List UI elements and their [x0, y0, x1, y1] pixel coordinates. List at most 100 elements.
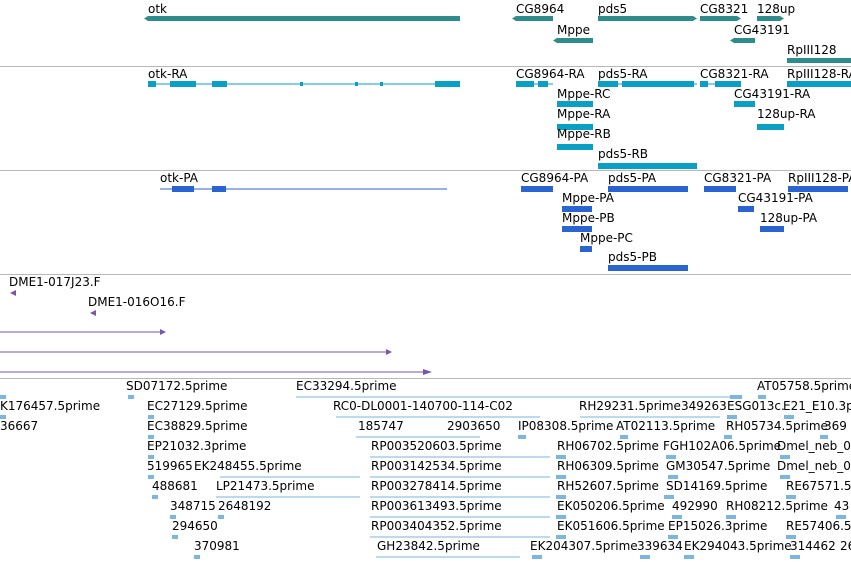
est-label: RH08212.5prime	[726, 499, 828, 513]
est-label: K176457.5prime	[0, 399, 101, 413]
gene-label: RpIII128	[787, 43, 837, 57]
est-label: 43	[834, 499, 850, 513]
est-label: GM30547.5prime	[666, 459, 771, 473]
est-label: 2648192	[218, 499, 272, 513]
clone-marker	[90, 310, 96, 316]
est-label: EP21032.3prime	[147, 439, 247, 453]
transcript-track[interactable]: otk-RA CG8964-RA pds5-RA CG8321-RA RpIII…	[0, 67, 851, 170]
est-label: 294650	[172, 519, 218, 533]
transcript-label: 128up-RA	[757, 107, 816, 121]
protein-label: Mppe-PB	[562, 211, 615, 225]
gene-128up	[757, 16, 784, 21]
clone-label: DME1-017J23.F	[9, 275, 101, 289]
est-label: 185747	[358, 419, 404, 433]
est-label: AT02113.5prime	[616, 419, 716, 433]
gene-rpiii128	[787, 58, 851, 63]
transcript-label: otk-RA	[148, 67, 188, 81]
protein-track[interactable]: otk-PA CG8964-PA pds5-PA CG8321-PA RpIII…	[0, 171, 851, 274]
est-label: ESG013c.	[727, 399, 785, 413]
est-label: 36667	[0, 419, 39, 433]
est-label: 348715	[170, 499, 216, 513]
est-label: EC33294.5prime	[296, 379, 397, 393]
est-track[interactable]: SD07172.5prime EC33294.5prime AT05758.5p…	[0, 379, 851, 562]
est-label: 339634	[637, 539, 683, 553]
clone-track[interactable]: DME1-017J23.F DME1-016O16.F	[0, 275, 851, 378]
transcript-label: Mppe-RA	[557, 107, 611, 121]
protein-label: 128up-PA	[760, 211, 818, 225]
protein-label: Mppe-PC	[580, 231, 633, 245]
protein-label: Mppe-PA	[562, 191, 614, 205]
est-label: RP003278414.5prime	[371, 479, 502, 493]
est-label: 26	[840, 539, 851, 553]
transcript-label: pds5-RB	[598, 147, 649, 161]
est-label: RC0-DL0001-140700-114-C02	[333, 399, 513, 413]
est-label: E21_E10.3p	[783, 399, 851, 413]
transcript-label: pds5-RA	[598, 67, 648, 81]
est-label: EK204307.5prime	[530, 539, 638, 553]
est-label: EP15026.3prime	[668, 519, 768, 533]
est-label: 492990	[672, 499, 718, 513]
gene-label: Mppe	[557, 23, 590, 37]
transcript-label: Mppe-RC	[557, 87, 611, 101]
est-label: 370981	[194, 539, 240, 553]
est-label: Dmel_neb_0	[777, 439, 851, 453]
gene-cg43191	[730, 38, 755, 43]
protein-label: RpIII128-PA	[788, 171, 851, 185]
est-label: 2903650	[447, 419, 501, 433]
est-label: SD14169.5prime	[666, 479, 768, 493]
est-label: RP003613493.5prime	[371, 499, 502, 513]
est-label: AT05758.5prime	[757, 379, 851, 393]
track-separator-1	[0, 66, 851, 67]
est-label: 519965	[147, 459, 193, 473]
est-label: EK050206.5prime	[557, 499, 665, 513]
transcript-label: CG8964-RA	[516, 67, 585, 81]
protein-label: otk-PA	[160, 171, 199, 185]
est-label: RP003404352.5prime	[371, 519, 502, 533]
gene-track[interactable]: otk CG8964 pds5 CG8321 128up Mppe CG4319…	[0, 0, 851, 66]
gene-label: pds5	[598, 2, 628, 16]
est-label: 349263	[681, 399, 727, 413]
protein-label: pds5-PA	[608, 171, 657, 185]
protein-label: pds5-PB	[608, 250, 657, 264]
gene-label: CG8321	[700, 2, 749, 16]
est-label: 488681	[152, 479, 198, 493]
est-label: FGH102A06.5prime	[663, 439, 782, 453]
est-label: RH52607.5prime	[557, 479, 659, 493]
est-label: RP003142534.5prime	[371, 459, 502, 473]
est-label: 314462	[790, 539, 836, 553]
gene-label: otk	[148, 2, 167, 16]
protein-label: CG43191-PA	[738, 191, 813, 205]
protein-label: CG8964-PA	[521, 171, 589, 185]
transcript-label: RpIII128-RA	[787, 67, 851, 81]
est-label: EC27129.5prime	[147, 399, 248, 413]
gene-label: 128up	[757, 2, 796, 16]
transcript-label: CG43191-RA	[734, 87, 811, 101]
est-label: RH06309.5prime	[557, 459, 659, 473]
est-label: SD07172.5prime	[126, 379, 228, 393]
gene-pds5	[598, 16, 697, 21]
gene-otk	[144, 16, 460, 21]
est-label: RH05734.5prime	[726, 419, 828, 433]
est-label: Dmel_neb_0	[777, 459, 851, 473]
gene-mppe	[553, 38, 593, 43]
clone-marker	[10, 290, 16, 296]
est-glyphs	[0, 395, 846, 559]
transcript-label: CG8321-RA	[700, 67, 769, 81]
clone-glyphs	[0, 290, 432, 375]
track-separator-3	[0, 274, 851, 275]
gene-glyphs	[144, 16, 851, 63]
est-label: RE67571.5	[786, 479, 851, 493]
est-label: RH06702.5prime	[557, 439, 659, 453]
est-label: IP08308.5prime	[518, 419, 614, 433]
est-label: GH23842.5prime	[377, 539, 480, 553]
transcript-glyphs	[148, 81, 851, 169]
est-label: EK294043.5prime	[684, 539, 792, 553]
track-separator-2	[0, 170, 851, 171]
protein-glyphs	[160, 186, 848, 271]
est-label: 369	[824, 419, 847, 433]
est-label: EC38829.5prime	[147, 419, 248, 433]
gene-label: CG43191	[734, 23, 790, 37]
est-label: EK051606.5prime	[557, 519, 665, 533]
gene-label: CG8964	[516, 2, 565, 16]
est-label: LP21473.5prime	[216, 479, 315, 493]
